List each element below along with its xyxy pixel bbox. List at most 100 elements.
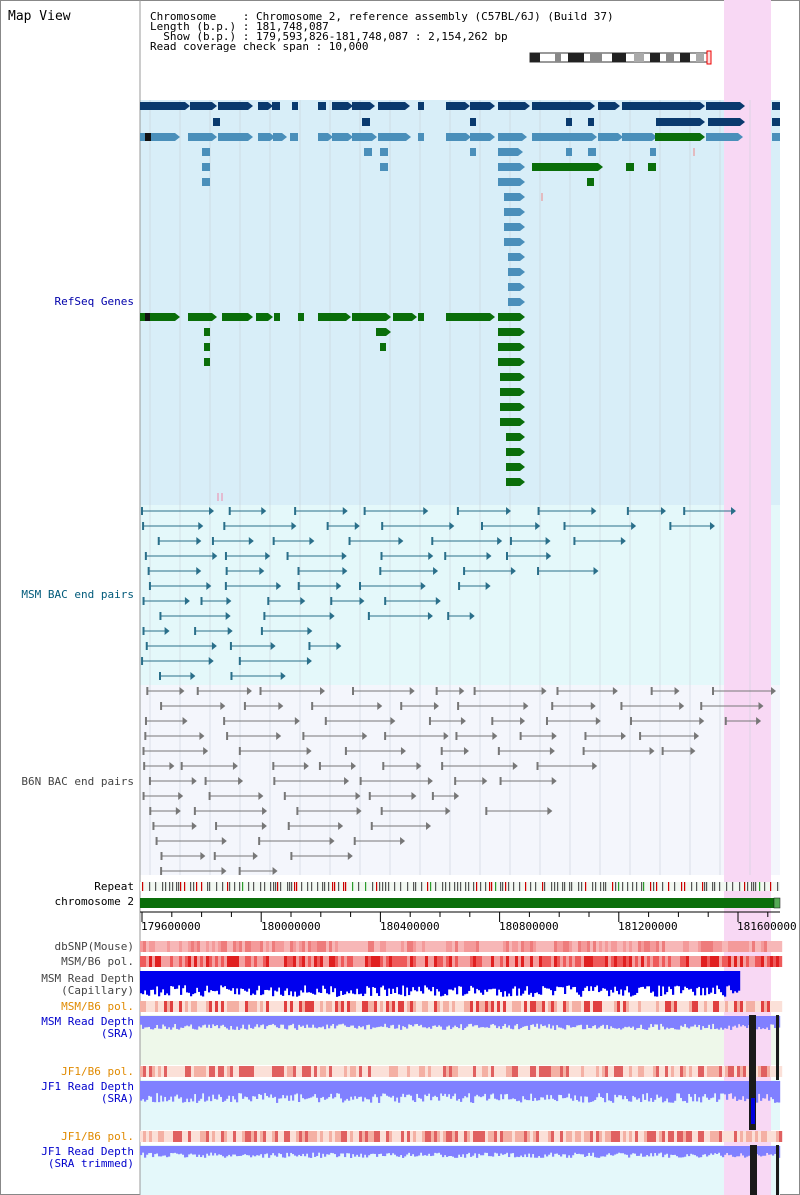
heat-cell [716, 1001, 720, 1012]
bac-end [204, 777, 207, 785]
track-label-msm-depth-capillary[interactable]: MSM Read Depth [41, 972, 134, 985]
track-label-refseq[interactable]: RefSeq Genes [54, 295, 134, 308]
depth-bar [338, 1146, 341, 1157]
heat-cell [158, 1066, 162, 1077]
depth-bar [742, 1016, 745, 1025]
depth-bar [362, 1081, 365, 1102]
gene-arrow [520, 328, 525, 336]
heat-cell [737, 1066, 741, 1077]
depth-bar [208, 971, 211, 993]
chromosome-ideogram[interactable] [529, 50, 712, 65]
repeat-mark [706, 882, 708, 891]
track-label-repeat[interactable]: Repeat [94, 880, 134, 893]
track-label-msm-pol-2[interactable]: MSM/B6 pol. [61, 1000, 134, 1013]
heat-cell [368, 956, 372, 967]
heat-cell [395, 956, 399, 967]
depth-bar [268, 1146, 271, 1158]
depth-bar [454, 1016, 457, 1026]
heat-cell [350, 1001, 354, 1012]
heat-cell [761, 956, 765, 967]
track-label-jf1-pol-1[interactable]: JF1/B6 pol. [61, 1065, 134, 1078]
depth-bar [640, 1081, 643, 1103]
depth-bar [438, 1146, 441, 1153]
heat-cell [527, 1001, 531, 1012]
depth-bar [674, 1016, 677, 1030]
repeat-track[interactable] [140, 882, 780, 891]
heat-cell [140, 941, 144, 952]
heat-cell [152, 956, 156, 967]
heat-cell [632, 1066, 636, 1077]
depth-bar [584, 1146, 587, 1157]
heat-cell [578, 1131, 582, 1142]
heat-cell [491, 1066, 495, 1077]
track-label-b6n-bac[interactable]: B6N BAC end pairs [21, 775, 134, 788]
track-label-jf1-depth-sra[interactable]: JF1 Read Depth [41, 1080, 134, 1093]
repeat-mark [296, 882, 298, 891]
chromosome-bar[interactable] [140, 897, 781, 909]
depth-bar [320, 1081, 323, 1098]
depth-bar [230, 1081, 233, 1102]
heat-cell [485, 1066, 489, 1077]
refseq-genes-track[interactable] [140, 102, 780, 501]
heat-cell [275, 1131, 279, 1142]
depth-bar [554, 1146, 557, 1154]
heat-cell [539, 1001, 543, 1012]
depth-bar [672, 1081, 675, 1103]
bac-end-arrow [593, 567, 599, 575]
depth-bar [630, 1016, 633, 1028]
heat-cell [374, 1066, 378, 1077]
track-label-msm-bac[interactable]: MSM BAC end pairs [21, 588, 134, 601]
heat-cell [221, 941, 225, 952]
heat-cell [197, 1131, 201, 1142]
depth-bar [354, 971, 357, 995]
heat-cell [773, 956, 777, 967]
heat-cell [281, 1131, 285, 1142]
depth-bar [390, 1146, 393, 1156]
depth-bar [732, 971, 735, 994]
depth-bar [326, 1016, 329, 1025]
bac-end [473, 687, 476, 695]
depth-bar [416, 1016, 419, 1024]
track-label-jf1-pol-2[interactable]: JF1/B6 pol. [61, 1130, 134, 1143]
heatmap-tracks[interactable] [140, 941, 783, 1142]
repeat-mark [632, 882, 634, 891]
track-label-dbsnp[interactable]: dbSNP(Mouse) [54, 940, 134, 953]
depth-bar [462, 1016, 465, 1030]
heat-cell [632, 956, 636, 967]
bac-end-arrow [449, 522, 455, 530]
heat-cell [320, 1066, 324, 1077]
depth-bar [254, 971, 257, 995]
depth-bar [628, 1146, 631, 1158]
depth-bar [762, 1146, 765, 1156]
depth-bar [560, 971, 563, 988]
heat-cell [677, 956, 681, 967]
b6n-bac-track[interactable] [142, 687, 776, 875]
repeat-mark [275, 882, 277, 891]
heat-cell [182, 1001, 186, 1012]
track-label-jf1-depth-trimmed-sub: (SRA trimmed) [47, 1157, 134, 1170]
depth-bar [234, 1081, 237, 1100]
heat-cell [248, 941, 252, 952]
heat-cell [485, 1131, 489, 1142]
depth-bar [696, 1146, 699, 1157]
depth-bar [436, 971, 439, 990]
depth-bar [290, 1081, 293, 1096]
heat-cell [515, 1131, 519, 1142]
track-label-msm-pol-1[interactable]: MSM/B6 pol. [61, 955, 134, 968]
track-label-chromosome[interactable]: chromosome 2 [54, 895, 134, 908]
depth-bar [708, 1146, 711, 1156]
track-label-jf1-depth-trimmed[interactable]: JF1 Read Depth [41, 1145, 134, 1158]
depth-bar [434, 971, 437, 996]
read-depth-tracks[interactable] [140, 971, 781, 1195]
track-label-msm-depth-sra[interactable]: MSM Read Depth [41, 1015, 134, 1028]
heat-cell [641, 941, 645, 952]
depth-bar [652, 1146, 655, 1157]
bac-end-arrow [731, 507, 736, 515]
heat-cell [170, 1131, 174, 1142]
msm-bac-track[interactable] [141, 507, 736, 680]
depth-bar [542, 1016, 545, 1027]
depth-bar [466, 1081, 469, 1098]
depth-bar [206, 971, 209, 986]
bac-end [367, 612, 370, 620]
